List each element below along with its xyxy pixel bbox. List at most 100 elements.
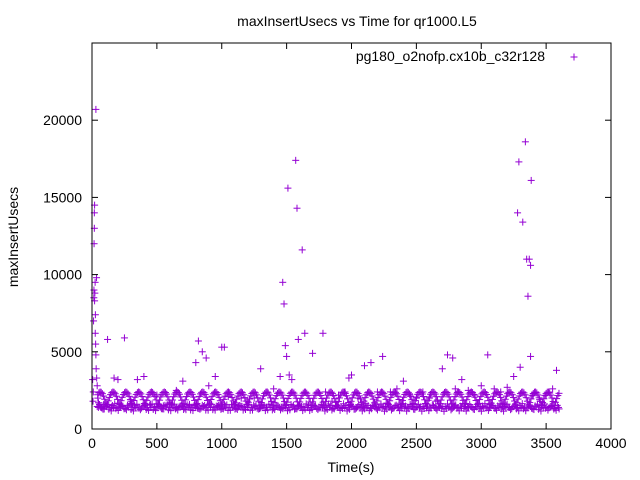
data-point (129, 407, 137, 415)
data-point (110, 374, 118, 382)
data-point (382, 395, 390, 403)
data-point (258, 395, 266, 403)
data-point (164, 393, 172, 401)
data-point (361, 394, 369, 402)
data-point (93, 382, 101, 390)
data-point (319, 329, 327, 337)
data-point (553, 366, 561, 374)
data-point (462, 400, 470, 408)
data-point (408, 396, 416, 404)
data-point (114, 376, 122, 384)
data-point (297, 394, 305, 402)
data-point (521, 391, 529, 399)
data-point (407, 392, 415, 400)
plot-border (91, 42, 612, 430)
x-tick-label: 3500 (531, 435, 562, 451)
data-point (288, 376, 296, 384)
data-point (92, 105, 100, 113)
data-point (276, 373, 284, 381)
data-point (93, 274, 101, 282)
data-point (205, 382, 213, 390)
data-point (292, 156, 300, 164)
data-point (553, 395, 561, 403)
data-point (451, 385, 459, 393)
data-point (207, 396, 215, 404)
x-axis-ticks: 0 500 1000 1500 2000 2500 3000 3500 4000 (88, 43, 627, 451)
data-point (424, 396, 432, 404)
data-point (417, 388, 425, 396)
data-point (154, 400, 162, 408)
data-point (398, 397, 406, 405)
data-point (535, 394, 543, 402)
data-point (118, 401, 126, 409)
data-point (90, 317, 98, 325)
data-point (294, 335, 302, 343)
data-point (200, 389, 208, 397)
data-point (516, 363, 524, 371)
data-point (356, 395, 364, 403)
data-point (104, 397, 112, 405)
data-point (90, 294, 98, 302)
data-point (348, 371, 355, 379)
data-point (117, 397, 125, 405)
data-point (309, 398, 317, 406)
data-point (213, 389, 221, 397)
data-point (92, 365, 100, 373)
y-tick-label: 0 (74, 421, 82, 437)
data-point (211, 406, 219, 414)
x-tick-label: 1000 (206, 435, 237, 451)
data-point (334, 397, 342, 405)
data-point (471, 393, 479, 401)
x-tick-label: 2000 (336, 435, 367, 451)
data-point (344, 395, 352, 403)
data-point (463, 396, 471, 404)
data-point (202, 393, 210, 401)
data-point (130, 397, 138, 405)
data-point (474, 399, 482, 407)
x-tick-label: 4000 (595, 435, 626, 451)
data-point (194, 396, 202, 404)
data-point (320, 402, 328, 410)
data-point (334, 403, 342, 411)
data-point (514, 209, 522, 217)
data-point (170, 400, 178, 408)
data-point (274, 402, 282, 410)
data-point (444, 351, 452, 359)
data-point (93, 374, 101, 382)
data-point (156, 396, 164, 404)
x-tick-label: 2500 (401, 435, 432, 451)
data-point (527, 261, 535, 269)
data-point (367, 359, 375, 367)
data-point (284, 395, 292, 403)
data-point (192, 401, 200, 409)
data-point (432, 393, 440, 401)
data-point (458, 393, 466, 401)
data-point (285, 371, 293, 379)
data-point (484, 393, 492, 401)
x-tick-label: 1500 (271, 435, 302, 451)
data-point (391, 388, 399, 396)
x-tick-label: 3000 (466, 435, 497, 451)
data-point (283, 398, 291, 406)
data-point (540, 395, 548, 403)
data-point (395, 395, 403, 403)
data-point (301, 329, 309, 337)
data-point (211, 373, 219, 381)
data-point (192, 359, 200, 367)
data-point (104, 335, 112, 343)
y-tick-label: 10000 (43, 267, 82, 283)
data-point (120, 334, 128, 342)
data-point (551, 398, 559, 406)
data-point (548, 394, 556, 402)
data-point (549, 385, 557, 393)
data-point (335, 394, 343, 402)
data-point (317, 391, 325, 399)
data-point (196, 405, 204, 413)
data-point (484, 351, 492, 359)
data-point (139, 396, 147, 404)
data-point (219, 399, 227, 407)
data-point (394, 392, 402, 400)
chart-title: maxInsertUsecs vs Time for qr1000.L5 (237, 13, 477, 29)
data-point (271, 395, 279, 403)
data-point (278, 391, 286, 399)
